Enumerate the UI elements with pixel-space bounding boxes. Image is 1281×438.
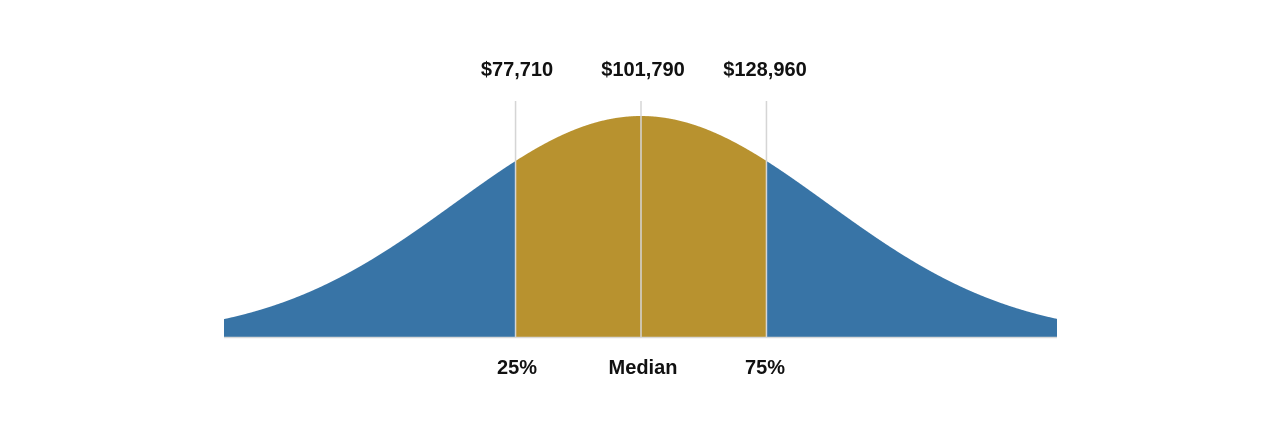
p25-percent-label: 25% — [497, 357, 537, 379]
median-value-label: $101,790 — [601, 59, 684, 81]
left-tail-area — [224, 160, 516, 337]
right-tail-area — [766, 160, 1057, 337]
median-label: Median — [609, 357, 678, 379]
marker-lines — [514, 101, 768, 337]
p25-value-label: $77,710 — [481, 59, 553, 81]
p75-value-label: $128,960 — [723, 59, 806, 81]
p75-percent-label: 75% — [745, 357, 785, 379]
